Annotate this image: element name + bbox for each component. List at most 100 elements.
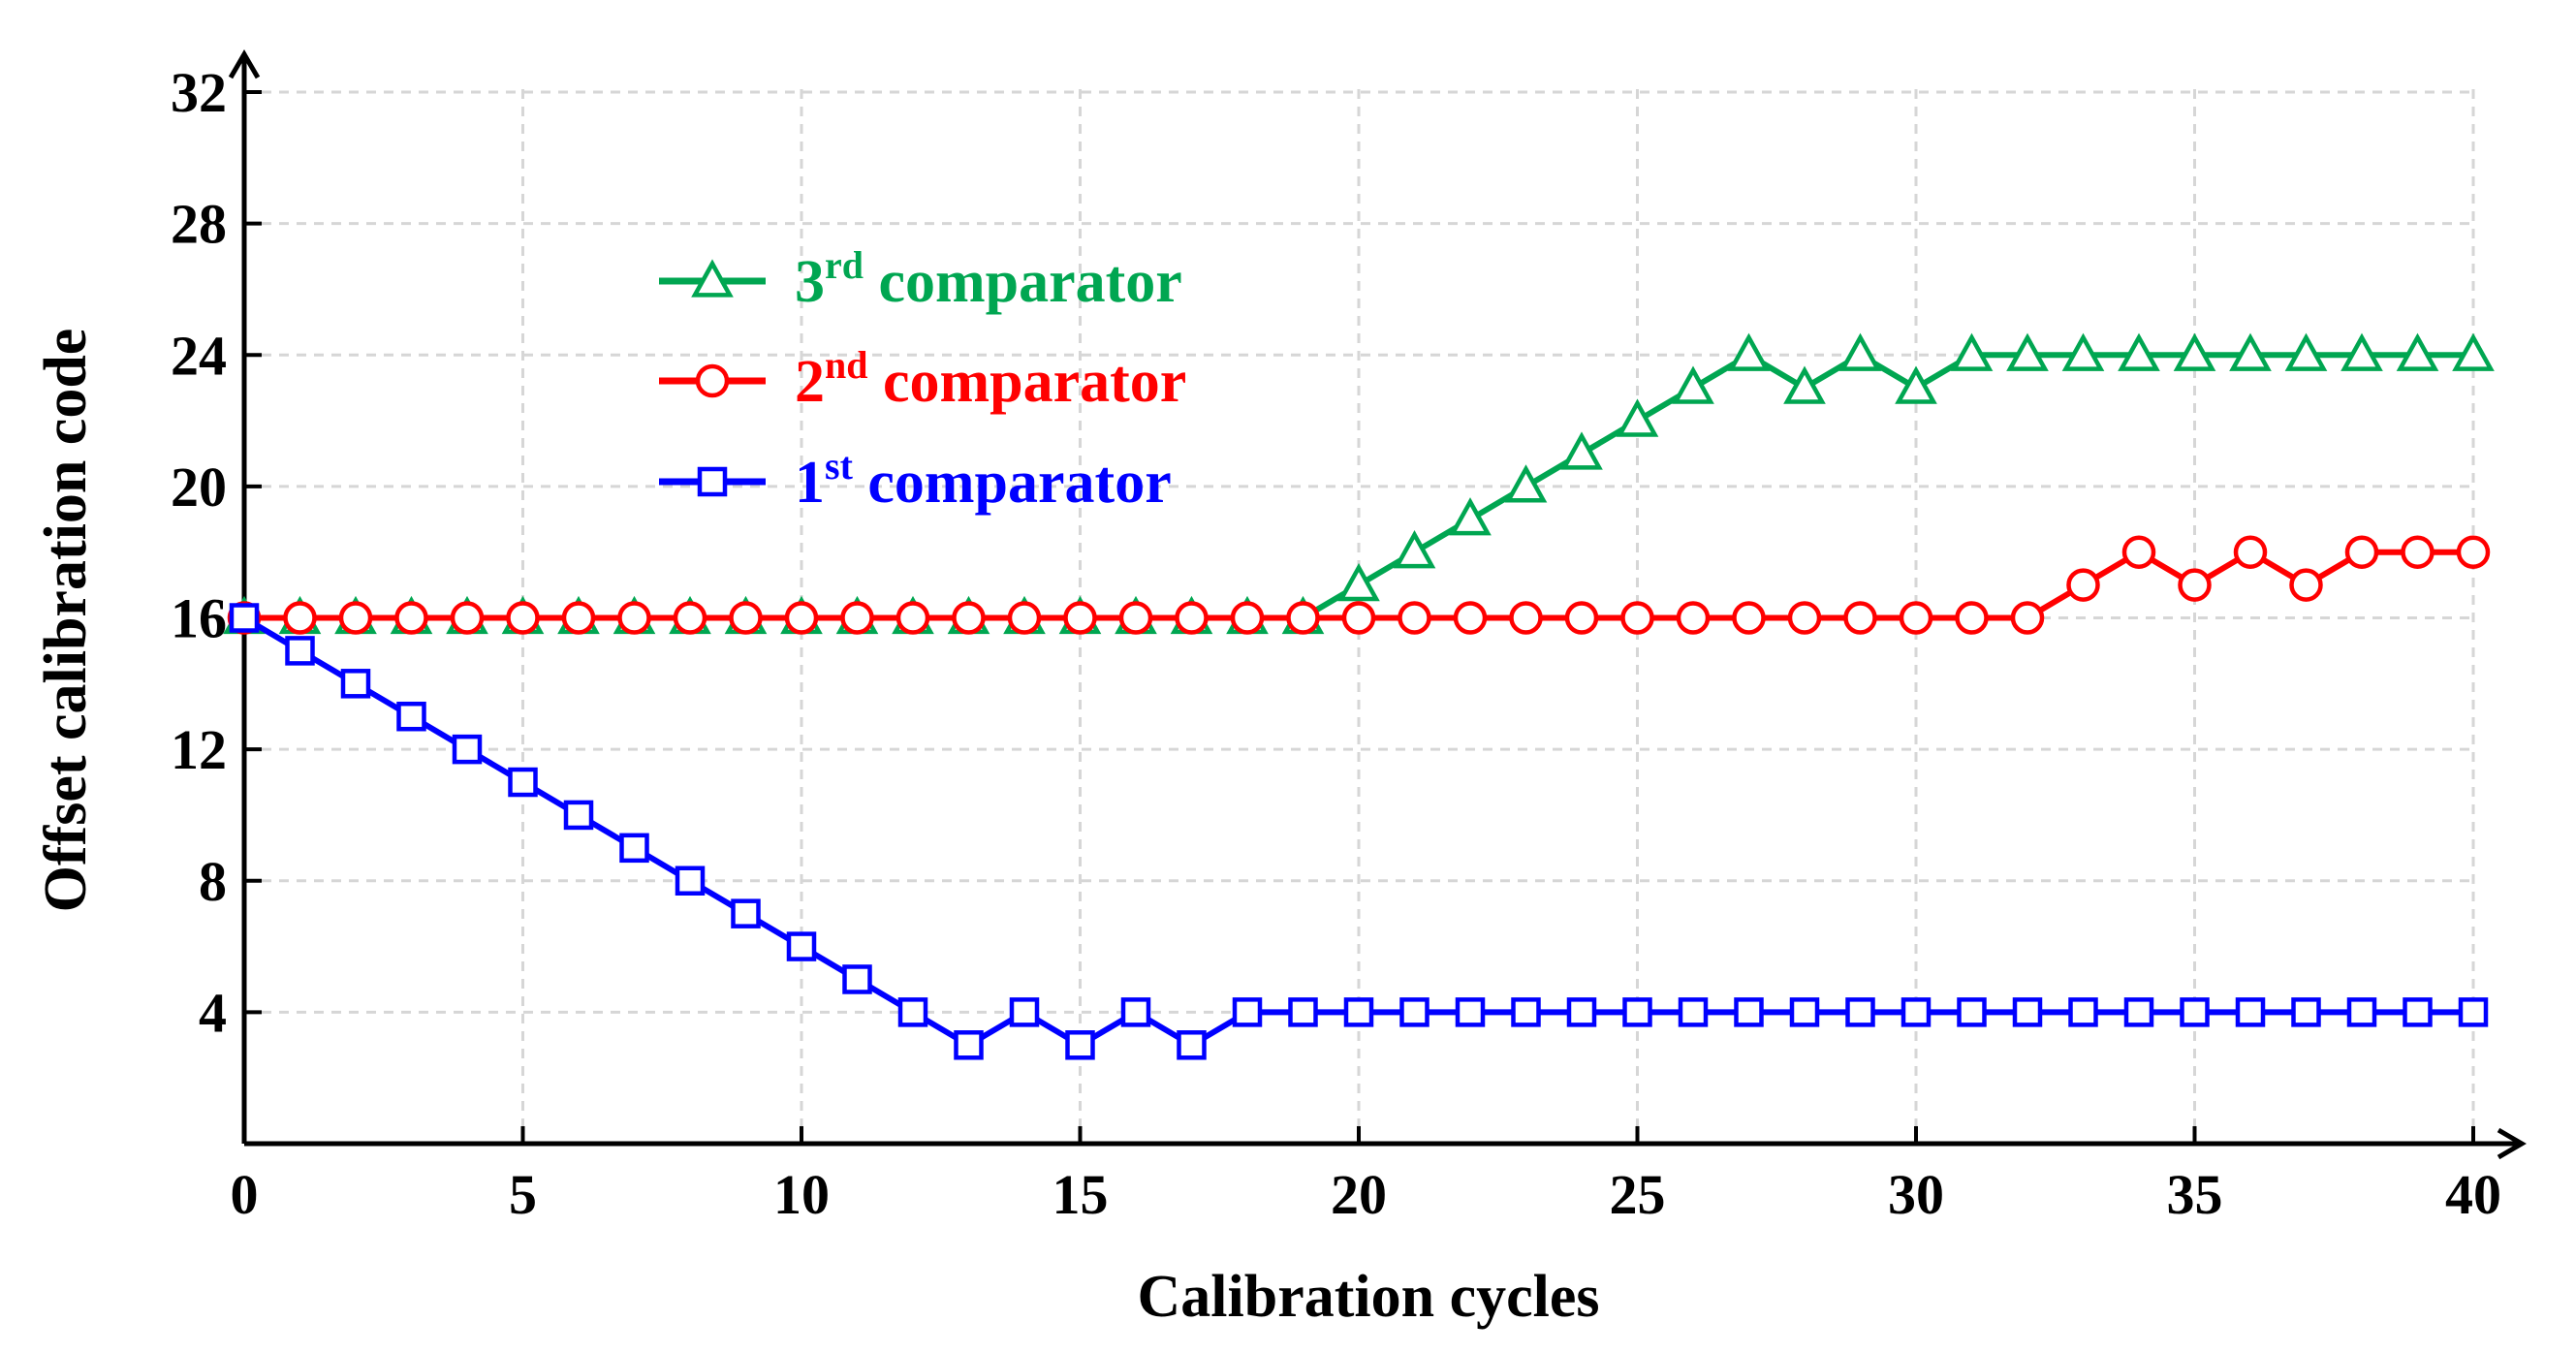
y-tick-label: 32: [171, 61, 227, 124]
data-point: [1341, 601, 1376, 635]
data-point: [1230, 601, 1265, 635]
data-point: [2068, 997, 2098, 1027]
data-point: [506, 601, 540, 635]
data-point: [2396, 332, 2439, 371]
data-point: [2010, 601, 2045, 635]
data-point: [2012, 997, 2043, 1027]
data-point: [2458, 997, 2489, 1027]
data-point: [842, 964, 872, 994]
data-point: [1950, 332, 1994, 371]
legend-label: 3rd comparator: [795, 243, 1182, 315]
data-point: [729, 601, 763, 635]
series-3: [229, 603, 2489, 1060]
legend-label-text: comparator: [864, 249, 1182, 315]
data-point: [1676, 601, 1711, 635]
data-point: [1453, 601, 1488, 635]
data-point: [2066, 568, 2100, 602]
y-tick-label: 8: [199, 850, 227, 913]
data-point: [1504, 464, 1548, 503]
legend-label-suffix: rd: [825, 243, 864, 287]
data-point: [1449, 497, 1492, 536]
data-point: [1566, 997, 1597, 1027]
x-tick-label: 30: [1888, 1163, 1944, 1226]
legend-marker: [695, 363, 730, 398]
data-point: [1009, 997, 1040, 1027]
data-point: [1899, 601, 1933, 635]
data-point: [1895, 365, 1937, 404]
series-1: [223, 332, 2495, 635]
data-point: [1398, 601, 1431, 635]
data-point: [897, 997, 928, 1027]
legend-label-number: 3: [795, 249, 825, 315]
legend-item: 1st comparator: [659, 444, 1172, 516]
data-point: [1337, 562, 1380, 602]
data-point: [1511, 997, 1541, 1027]
y-tick-label: 28: [171, 193, 227, 256]
data-point: [1509, 601, 1543, 635]
legend-label-suffix: st: [825, 444, 854, 488]
data-point: [786, 931, 817, 961]
x-tick-label: 20: [1331, 1163, 1387, 1226]
data-point: [338, 601, 373, 635]
data-point: [673, 601, 707, 635]
data-point: [229, 603, 260, 633]
legend-marker: [697, 466, 728, 497]
data-point: [1118, 601, 1153, 635]
data-point: [1399, 997, 1429, 1027]
data-point: [1065, 1030, 1095, 1060]
data-point: [2180, 997, 2210, 1027]
legend-label: 1st comparator: [795, 444, 1172, 516]
data-point: [1672, 365, 1714, 404]
data-point: [563, 800, 594, 831]
data-point: [1678, 997, 1709, 1027]
data-point: [1838, 332, 1882, 371]
data-point: [1789, 997, 1820, 1027]
x-tick-label: 10: [773, 1163, 830, 1226]
legend-label-number: 2: [795, 349, 825, 415]
data-point: [617, 601, 651, 635]
legend-label-number: 1: [795, 450, 825, 516]
data-point: [1063, 601, 1097, 635]
data-point: [394, 601, 428, 635]
data-point: [2233, 535, 2268, 569]
data-point: [2284, 332, 2328, 371]
data-point: [954, 1030, 984, 1060]
data-point: [340, 669, 371, 699]
data-point: [1560, 431, 1603, 470]
x-tick-label: 0: [231, 1163, 259, 1226]
x-tick-label: 15: [1052, 1163, 1109, 1226]
data-point: [2452, 332, 2495, 371]
x-tick-label: 5: [509, 1163, 537, 1226]
x-axis-title: Calibration cycles: [1138, 1264, 1600, 1330]
y-tick-label: 20: [171, 456, 227, 519]
data-point: [1845, 997, 1875, 1027]
data-point: [840, 601, 874, 635]
data-point: [2123, 997, 2154, 1027]
data-point: [452, 734, 483, 765]
data-point: [1177, 1030, 1207, 1060]
legend-label-suffix: nd: [825, 343, 868, 387]
y-tick-label: 24: [171, 324, 227, 387]
data-point: [784, 601, 819, 635]
data-point: [895, 601, 930, 635]
data-point: [2403, 997, 2433, 1027]
data-point: [1455, 997, 1486, 1027]
legend-marker: [691, 259, 734, 298]
data-point: [2061, 332, 2105, 371]
data-point: [1843, 601, 1877, 635]
data-point: [675, 865, 706, 896]
y-tick-label: 12: [171, 718, 227, 781]
data-point: [1343, 997, 1374, 1027]
data-point: [1288, 997, 1318, 1027]
data-point: [2121, 535, 2156, 569]
data-point: [450, 601, 485, 635]
data-point: [1616, 398, 1659, 437]
data-point: [2173, 332, 2216, 371]
legend-label-text: comparator: [853, 450, 1172, 516]
series-group: [223, 332, 2495, 1060]
data-point: [1727, 332, 1771, 371]
legend-label-text: comparator: [868, 349, 1187, 415]
